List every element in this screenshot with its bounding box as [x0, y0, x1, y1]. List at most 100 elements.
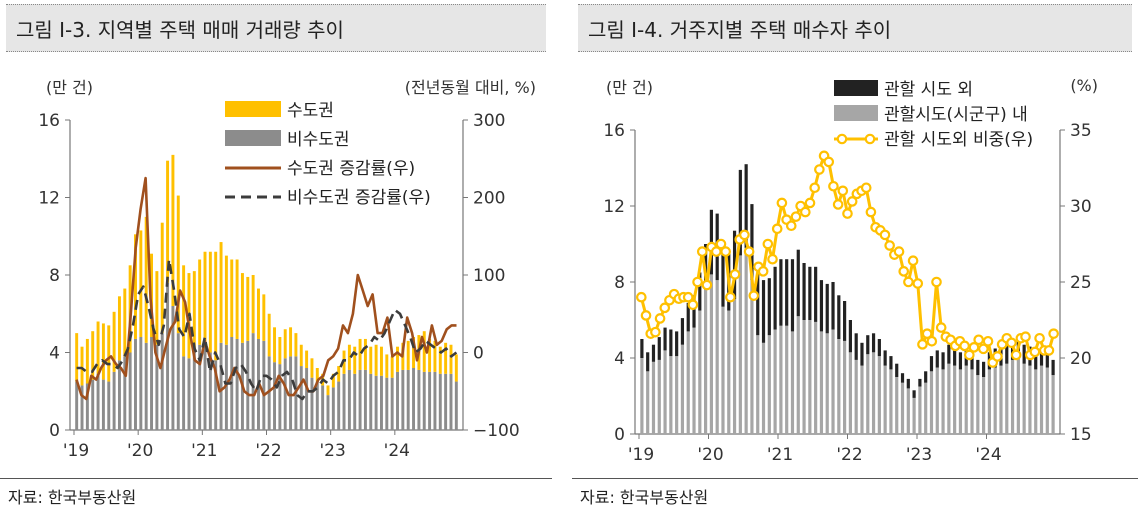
series-point	[903, 276, 914, 288]
bar-비수도권	[176, 333, 180, 430]
bar-관할시도(시군구) 내	[912, 397, 916, 434]
bar-관할 시도 외	[854, 333, 858, 360]
series-line	[75, 176, 457, 401]
legend-swatch	[225, 101, 281, 117]
chart-panel-left: 그림 Ⅰ-3. 지역별 주택 매매 거래량 추이 (만 건) (전년동월 대비,…	[0, 0, 552, 512]
series-line	[639, 154, 1056, 365]
series-point	[973, 334, 984, 346]
bar-비수도권	[347, 369, 351, 430]
bar-수도권	[267, 313, 271, 357]
bar-관할 시도 외	[814, 266, 818, 322]
bar-관할시도(시군구) 내	[900, 382, 905, 434]
series-point	[636, 291, 647, 303]
bar-비수도권	[396, 371, 399, 430]
bar-관할시도(시군구) 내	[744, 247, 748, 434]
bar-수도권	[219, 242, 223, 343]
bar-관할시도(시군구) 내	[987, 369, 991, 434]
series-point	[823, 156, 835, 168]
bar-관할 시도 외	[779, 259, 783, 326]
bar-관할시도(시군구) 내	[964, 365, 968, 434]
series-point	[757, 266, 769, 277]
series-point	[837, 185, 849, 197]
x-tick-label: '23	[906, 445, 932, 465]
bar-수도권	[363, 338, 367, 370]
bar-관할시도(시군구) 내	[808, 320, 812, 434]
series-point	[1029, 346, 1041, 358]
left-axis-unit: (만 건)	[606, 78, 654, 97]
bar-관할시도(시군구) 내	[935, 367, 939, 434]
bar-비수도권	[224, 344, 228, 430]
chart-title-bar: 그림 Ⅰ-3. 지역별 주택 매매 거래량 추이	[6, 4, 546, 52]
bar-관할시도(시군구) 내	[651, 361, 656, 434]
bar-관할시도(시군구) 내	[785, 325, 789, 434]
bar-관할 시도 외	[877, 339, 881, 357]
bar-수도권	[160, 222, 164, 334]
bar-관할시도(시군구) 내	[929, 371, 934, 434]
bar-관할 시도 외	[970, 352, 974, 370]
series-point	[992, 351, 1003, 362]
series-point	[982, 335, 994, 347]
bar-관할시도(시군구) 내	[773, 329, 777, 434]
bar-관할시도(시군구) 내	[1045, 367, 1049, 434]
bar-관할 시도 외	[698, 272, 702, 311]
source-divider	[572, 478, 1138, 479]
bar-비수도권	[390, 377, 394, 430]
bar-비수도권	[91, 379, 95, 430]
bar-비수도권	[96, 373, 100, 430]
bar-수도권	[230, 259, 234, 337]
bar-수도권	[390, 356, 394, 378]
series-point	[842, 208, 853, 219]
series-point	[1048, 328, 1059, 339]
series-point	[696, 246, 708, 257]
bar-관할 시도 외	[860, 342, 864, 366]
bar-수도권	[454, 354, 458, 382]
bar-관할시도(시군구) 내	[860, 365, 864, 434]
bar-관할 시도 외	[958, 352, 963, 370]
bar-관할시도(시군구) 내	[883, 365, 887, 434]
y-left-tick-label: 4	[49, 344, 60, 364]
bar-비수도권	[342, 373, 346, 430]
series-point	[1034, 332, 1045, 344]
y-right-tick-label: 0	[473, 344, 484, 364]
bar-관할 시도 외	[767, 278, 771, 336]
bar-관할시도(시군구) 내	[709, 274, 713, 434]
bar-비수도권	[123, 356, 127, 430]
y-left-tick-label: 8	[49, 266, 60, 286]
bar-관할시도(시군구) 내	[843, 340, 847, 434]
series-point	[1020, 331, 1031, 343]
series-point	[1006, 337, 1017, 349]
bar-비수도권	[289, 356, 293, 430]
y-left-tick-label: 12	[38, 189, 60, 209]
bar-비수도권	[150, 337, 154, 430]
bar-비수도권	[363, 369, 367, 430]
bar-관할 시도 외	[646, 352, 650, 372]
series-point	[860, 182, 872, 194]
series-point	[785, 220, 797, 232]
x-tick-label: '19	[628, 445, 654, 465]
bar-비수도권	[267, 356, 271, 430]
bar-비수도권	[358, 369, 362, 430]
chart-plot-left: 0 4 8 12 16 −100 0 100 200 300 '19 '20 '21 '22 '23 '24 수…	[38, 101, 520, 461]
legend-swatch	[225, 130, 281, 146]
bar-비수도권	[139, 337, 143, 430]
y-left-tick-label: 12	[603, 197, 625, 217]
bar-관할시도(시군구) 내	[889, 369, 893, 434]
chart-panel-right: 그림 Ⅰ-4. 거주지별 주택 매수자 추이 (만 건) (%) 0 4 8 12 16…	[572, 0, 1138, 512]
bar-관할시도(시군구) 내	[663, 350, 667, 434]
bar-수도권	[144, 216, 148, 343]
legend-marker	[864, 133, 876, 145]
bar-비수도권	[85, 383, 89, 430]
bar-수도권	[257, 288, 260, 339]
bar-수도권	[203, 251, 207, 345]
bar-수도권	[283, 329, 287, 359]
bar-수도권	[310, 358, 314, 378]
bar-관할시도(시군구) 내	[970, 369, 974, 434]
legend-label: 비수도권 증감률(우)	[287, 188, 431, 208]
bar-관할 시도 외	[796, 249, 800, 317]
bar-관할 시도 외	[773, 266, 777, 330]
series-point	[964, 349, 975, 361]
bar-수도권	[444, 342, 448, 374]
y-right-tick-label: 200	[473, 189, 505, 209]
bar-관할시도(시군구) 내	[999, 365, 1003, 434]
bar-수도권	[289, 327, 293, 357]
